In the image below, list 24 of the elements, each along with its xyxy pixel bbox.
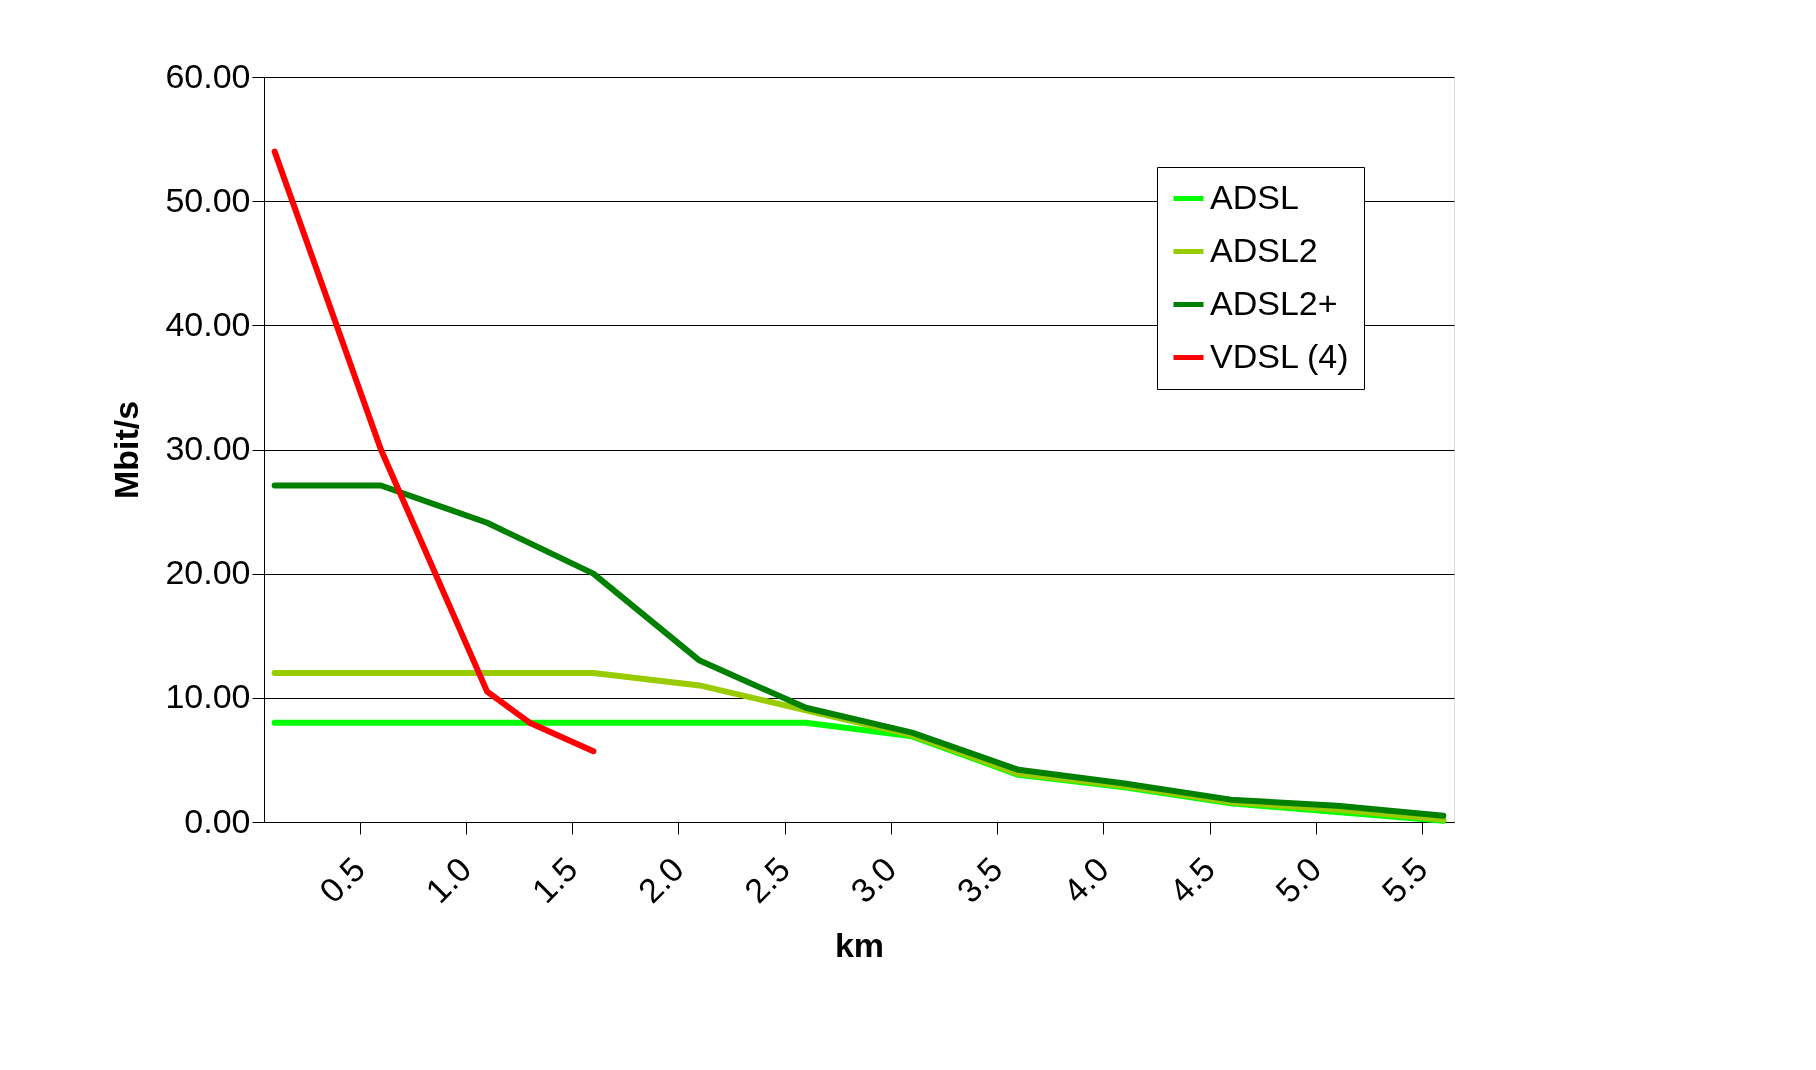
y-tick-label: 0.00	[184, 801, 251, 840]
x-tick-label: 2.5	[736, 849, 798, 910]
legend-label: ADSL	[1210, 177, 1299, 216]
legend-label: ADSL2	[1210, 230, 1318, 269]
y-tick-label: 30.00	[165, 429, 251, 467]
x-tick-label: 4.5	[1161, 849, 1223, 910]
y-tick-label: 20.00	[165, 553, 251, 592]
y-tick-label: 60.00	[165, 56, 251, 95]
legend-label: ADSL2+	[1210, 283, 1338, 322]
x-tick-label: 1.5	[524, 849, 585, 910]
x-tick-label: 5.0	[1268, 849, 1329, 910]
y-tick-label: 50.00	[165, 180, 251, 219]
x-tick-label: 0.5	[311, 849, 373, 910]
y-tick-label: 40.00	[165, 304, 251, 343]
x-tick-label: 3.5	[949, 849, 1010, 910]
x-tick-label: 2.0	[630, 849, 691, 910]
x-tick-label: 5.5	[1374, 849, 1435, 910]
x-tick-label: 4.0	[1055, 849, 1116, 910]
legend-label: VDSL (4)	[1210, 336, 1349, 375]
x-tick-label: 1.0	[418, 849, 479, 910]
x-axis-title: km	[834, 925, 885, 964]
x-tick-label: 3.0	[843, 849, 904, 910]
y-axis-title: Mbit/s	[107, 400, 146, 500]
y-tick-label: 10.00	[165, 677, 251, 716]
